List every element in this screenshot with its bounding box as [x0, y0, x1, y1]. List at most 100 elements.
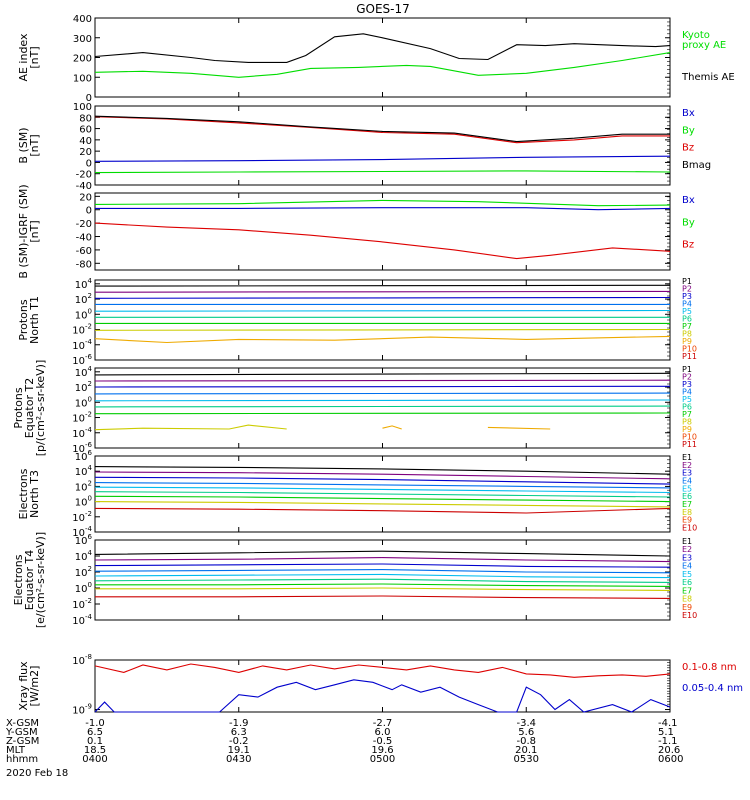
- legend-entry: E1: [682, 453, 692, 462]
- y-tick-label: 10-4: [72, 613, 92, 627]
- legend-entry: E9: [682, 516, 692, 525]
- y-tick-label: 10-2: [72, 323, 92, 337]
- legend-entry: E7: [682, 586, 692, 595]
- y-tick-label: 200: [73, 54, 92, 65]
- legend-entry: P8: [682, 417, 692, 426]
- legend-entry: P5: [682, 395, 692, 404]
- y-tick-label: 100: [75, 395, 92, 409]
- legend-entry: By: [682, 217, 695, 228]
- series-line-e1: [94, 466, 671, 475]
- y-tick-label: -80: [76, 259, 92, 270]
- legend-entry: P7: [682, 410, 692, 419]
- series-line-e2: [94, 557, 671, 563]
- series-line-p9: [94, 335, 671, 344]
- series-line-p1: [94, 372, 671, 376]
- ephemeris-value: 0500: [370, 754, 395, 765]
- series-line-e1: [94, 550, 671, 557]
- legend-entry: Kyoto: [682, 30, 710, 41]
- ephemeris-value: -2.7: [373, 718, 393, 729]
- y-tick-label: 0: [86, 93, 92, 104]
- y-tick-label: 40: [79, 136, 92, 147]
- ephemeris-row-label: X-GSM: [6, 718, 39, 729]
- y-tick-label: 0: [86, 158, 92, 169]
- legend-entry: E2: [682, 461, 692, 470]
- y-tick-label: 100: [73, 73, 92, 84]
- y-tick-label: 10-8: [72, 653, 92, 667]
- series-line-e8: [95, 587, 671, 591]
- series-line-p6: [94, 405, 671, 408]
- series-line-kyoto-proxy-ae: [94, 52, 671, 78]
- legend-entry: P11: [682, 352, 697, 361]
- y-tick-label: 10-2: [72, 597, 92, 611]
- y-axis-label: [e/(cm²-s-sr-keV)]: [34, 532, 47, 628]
- y-tick-label: 104: [75, 464, 93, 478]
- series-line-e3: [94, 476, 671, 485]
- legend-entry: Bz: [682, 240, 694, 251]
- y-tick-label: 20: [79, 192, 92, 203]
- ephemeris-value: 20.6: [658, 745, 680, 756]
- series-line-bx: [94, 155, 671, 162]
- y-tick-label: -20: [76, 219, 92, 230]
- chart-title: GOES-17: [356, 2, 410, 16]
- series-line-bz: [94, 116, 670, 144]
- legend-entry: proxy AE: [682, 40, 726, 51]
- series-line-by: [94, 199, 671, 207]
- series-line-p2: [94, 290, 671, 293]
- y-tick-label: 106: [75, 449, 93, 463]
- ephemeris-value: -0.8: [516, 736, 536, 747]
- legend-entry: 0.1-0.8 nm: [682, 662, 737, 673]
- legend-entry: Themis AE: [681, 72, 735, 83]
- y-axis-label: AE index: [17, 33, 30, 82]
- legend-entry: P3: [682, 380, 692, 389]
- y-tick-label: 10-2: [72, 510, 92, 524]
- y-tick-label: 100: [75, 495, 92, 509]
- ephemeris-row-label: MLT: [6, 745, 26, 756]
- legend-entry: P10: [682, 344, 697, 353]
- ephemeris-value: 18.5: [84, 745, 106, 756]
- legend-entry: E2: [682, 545, 692, 554]
- ephemeris-value: -0.5: [373, 736, 393, 747]
- legend-entry: E10: [682, 524, 697, 533]
- y-tick-label: 10-9: [72, 703, 92, 717]
- series-line-e5: [94, 486, 671, 494]
- y-axis-label: [p/(cm²-s-sr-keV)]: [34, 360, 47, 457]
- legend-entry: P3: [682, 292, 692, 301]
- legend-entry: E7: [682, 500, 692, 509]
- series-line-p5: [94, 309, 671, 312]
- ephemeris-row-label: Y-GSM: [5, 727, 38, 738]
- legend-entry: P1: [682, 365, 692, 374]
- y-tick-label: 10-4: [72, 426, 92, 440]
- series-line-themis-ae: [94, 33, 671, 63]
- y-axis-label: Xray flux: [17, 661, 30, 711]
- series-line-p8: [94, 328, 671, 331]
- ephemeris-value: 19.6: [371, 745, 393, 756]
- panel-b-igrf: 20 0 -20 -40 -60 -80 B (SM)-IGRF (SM)[nT] Bx By B…: [17, 184, 695, 278]
- series-line-e6: [94, 578, 671, 583]
- legend-entry: Bx: [682, 195, 695, 206]
- y-tick-label: -40: [76, 181, 92, 192]
- date-label: 2020 Feb 18: [6, 768, 68, 779]
- series-line-bx: [95, 207, 671, 211]
- series-line-0-1-0-8-nm: [94, 663, 671, 678]
- legend-entry: Bz: [682, 143, 694, 154]
- legend-entry: E9: [682, 603, 692, 612]
- series-line-p2: [94, 379, 671, 382]
- y-tick-label: 100: [73, 102, 92, 113]
- y-axis-label: [nT]: [28, 220, 41, 242]
- y-tick-label: 80: [79, 113, 92, 124]
- series-line-p10: [487, 426, 551, 430]
- ephemeris-value: 6.5: [87, 727, 103, 738]
- ephemeris-value: -1.1: [658, 736, 678, 747]
- legend-entry: P2: [682, 372, 692, 381]
- legend-entry: E10: [682, 611, 697, 620]
- panel-frame: [94, 17, 671, 98]
- legend-entry: E5: [682, 570, 692, 579]
- legend-entry: P4: [682, 387, 692, 396]
- series-line-e6: [94, 491, 671, 498]
- ephemeris-row-label: hhmm: [6, 754, 38, 765]
- series-line-by: [94, 170, 671, 174]
